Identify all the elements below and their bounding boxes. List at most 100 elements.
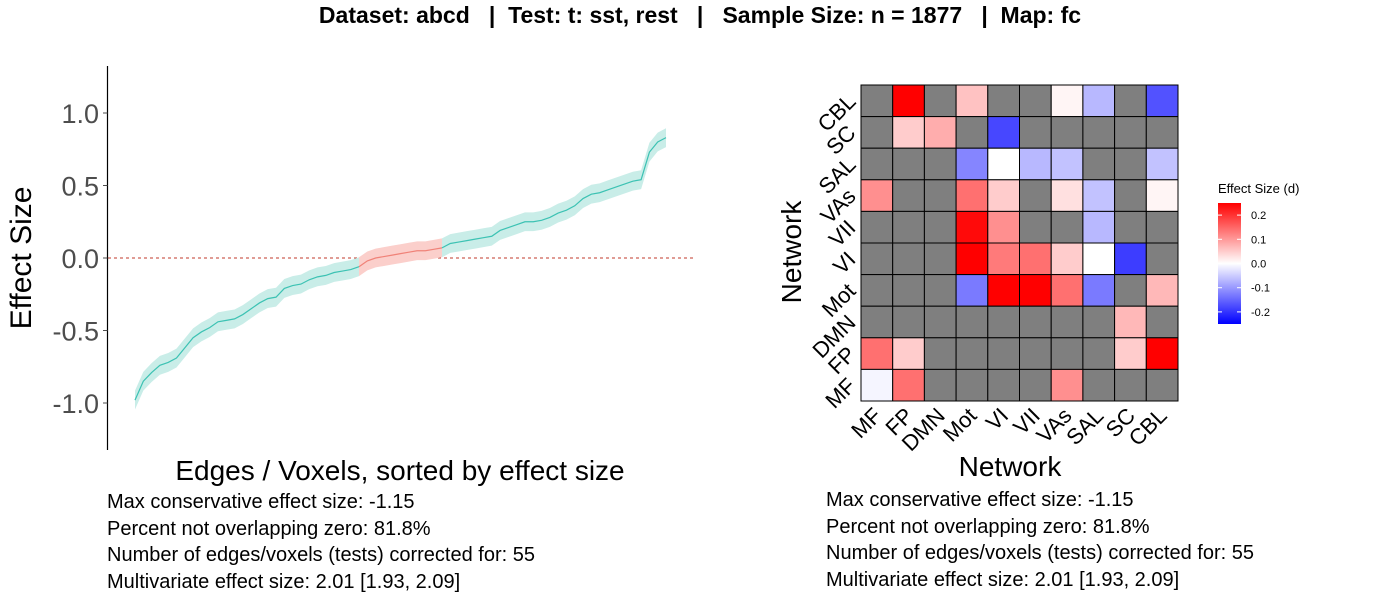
heatmap-cell: [1019, 305, 1052, 339]
heatmap-cell: [1145, 337, 1179, 370]
heatmap-cell: [892, 84, 925, 118]
heatmap-cell: [892, 147, 925, 181]
heatmap-cell: [923, 305, 957, 339]
heatmap-cell: [1082, 274, 1116, 307]
heatmap-cell: [1145, 84, 1179, 118]
heatmap-cell: [1114, 179, 1147, 212]
heatmap-cell: [1145, 305, 1179, 339]
heatmap-cell: [1019, 242, 1052, 276]
x-tick-label: Mot: [938, 403, 982, 447]
legend-tick-label: -0.1: [1251, 283, 1270, 295]
heatmap-cell: [987, 305, 1020, 339]
y-tick-label: -1.0: [52, 389, 99, 419]
heatmap-cell: [1050, 337, 1084, 370]
x-tick-label: SAL: [1061, 403, 1108, 450]
heatmap-cell: [987, 210, 1020, 244]
heatmap-cell: [1082, 368, 1116, 402]
legend-tick-label: 0.0: [1251, 259, 1266, 271]
heatmap-cell: [1050, 210, 1084, 244]
heatmap-cell: [1114, 305, 1147, 339]
heatmap-cell: [923, 116, 957, 149]
heatmap-cell: [1114, 337, 1147, 370]
left-stat-multivariate: Multivariate effect size: 2.01 [1.93, 2.…: [107, 570, 461, 593]
heatmap-cell: [1019, 210, 1052, 244]
heatmap-cell: [1019, 147, 1052, 181]
effect-size-line-chart: 1.0 0.5 0.0 -0.5 -1.0 Effect Size Edges / Voxe…: [5, 66, 693, 486]
effect-line-not-overlapping-zero: [134, 266, 360, 401]
y-tick-label: 0.5: [61, 172, 99, 202]
heatmap-cell: [1082, 337, 1116, 370]
heatmap-cell: [923, 179, 957, 212]
heatmap-cell: [923, 242, 957, 276]
y-axis-title: Effect Size: [5, 187, 38, 330]
legend-tick-label: -0.2: [1251, 307, 1270, 319]
heatmap-cell: [955, 210, 989, 244]
heatmap-cell: [892, 116, 925, 149]
heatmap-cell: [987, 242, 1020, 276]
heatmap-cell: [860, 274, 894, 307]
legend-tick-label: 0.2: [1251, 210, 1266, 222]
y-tick-label: VI: [828, 247, 860, 279]
left-stat-max-effect: Max conservative effect size: -1.15: [107, 491, 415, 513]
heatmap-cell: [1019, 368, 1052, 402]
effect-line-not-overlapping-zero: [441, 137, 667, 249]
heatmap-cell: [1082, 179, 1116, 212]
heatmap-cell: [987, 179, 1020, 212]
heatmap-cell: [1145, 274, 1179, 307]
legend-title: Effect Size (d): [1218, 181, 1299, 196]
heatmap-cell: [860, 116, 894, 149]
heatmap-cell: [923, 274, 957, 307]
heatmap-cell: [987, 274, 1020, 307]
heatmap-cell: [1114, 368, 1147, 402]
right-stat-multivariate: Multivariate effect size: 2.01 [1.93, 2.…: [826, 568, 1180, 591]
y-tick-label: -0.5: [52, 317, 99, 347]
heatmap-cell: [987, 84, 1020, 118]
heatmap-cell: [1114, 147, 1147, 181]
right-stat-max-effect: Max conservative effect size: -1.15: [826, 489, 1134, 511]
color-legend: Effect Size (d) 0.2 0.1 0.0 -0.1 -0.2: [1218, 181, 1299, 324]
x-tick-label: CBL: [1124, 403, 1172, 451]
heatmap-cell: [1114, 242, 1147, 276]
heatmap-cell: [1050, 84, 1084, 118]
ci-band-not-overlapping-zero: [135, 257, 360, 410]
legend-colorbar: [1218, 203, 1241, 324]
heatmap-cell: [1145, 179, 1179, 212]
heatmap-cell: [955, 337, 989, 370]
heatmap-cell: [1082, 116, 1116, 149]
left-stat-percent-nonzero: Percent not overlapping zero: 81.8%: [107, 517, 431, 540]
page-title: Dataset: abcd | Test: t: sst, rest | Sam…: [318, 2, 1082, 28]
heatmap-cell: [1114, 84, 1147, 118]
heatmap-cell: [860, 242, 894, 276]
heatmap-cell: [955, 179, 989, 212]
y-tick-label: 0.0: [61, 244, 99, 274]
heatmap-cell: [1082, 84, 1116, 118]
heatmap-cell: [987, 368, 1020, 402]
heatmap-cell: [1145, 147, 1179, 181]
heatmap-cell: [1082, 147, 1116, 181]
heatmap-cell: [860, 305, 894, 339]
heatmap-cell: [1145, 368, 1179, 402]
heatmap-cell: [955, 368, 989, 402]
heatmap-cell: [1019, 179, 1052, 212]
heatmap-cell: [987, 337, 1020, 370]
heatmap-cell: [923, 368, 957, 402]
y-tick-label: MF: [820, 373, 860, 413]
heatmap-cell: [892, 305, 925, 339]
heatmap-cell: [860, 179, 894, 212]
heatmap-cell: [860, 337, 894, 370]
heatmap-cell: [955, 84, 989, 118]
heatmap-cell: [1114, 274, 1147, 307]
x-axis-title: Network: [959, 451, 1063, 482]
heatmap-cell: [1019, 84, 1052, 118]
heatmap-cell: [987, 116, 1020, 149]
heatmap-cell: [1019, 116, 1052, 149]
heatmap-cell: [1145, 116, 1179, 149]
heatmap-cell: [1050, 116, 1084, 149]
heatmap-cell: [1145, 242, 1179, 276]
y-axis-title: Network: [776, 200, 807, 304]
heatmap-cell: [1050, 242, 1084, 276]
effect-line-overlapping-zero: [358, 247, 443, 268]
heatmap-cell: [987, 147, 1020, 181]
heatmap-cell: [1114, 210, 1147, 244]
